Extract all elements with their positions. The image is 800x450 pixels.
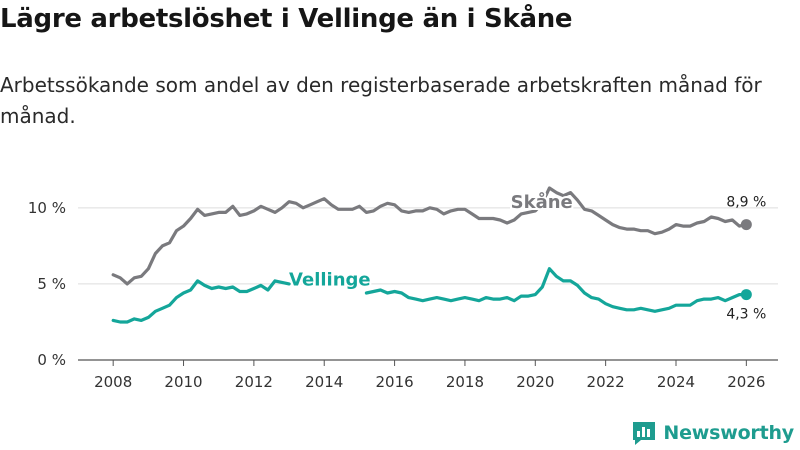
x-tick-label: 2010 [164, 373, 202, 391]
series-label-vellinge: Vellinge [289, 269, 371, 290]
x-tick-label: 2012 [235, 373, 273, 391]
series-line-skne [111, 186, 748, 286]
brand-name: Newsworthy [663, 422, 794, 444]
x-tick-label: 2026 [727, 373, 765, 391]
x-tick-label: 2024 [657, 373, 695, 391]
series-line-vellinge [111, 267, 748, 324]
x-tick-label: 2014 [305, 373, 343, 391]
y-tick-label: 5 % [37, 275, 66, 293]
newsworthy-logo-icon [633, 422, 656, 445]
series-end-point [740, 289, 752, 301]
x-tick-label: 2016 [375, 373, 413, 391]
brand-logo[interactable]: Newsworthy [631, 418, 794, 448]
end-value-label: 8,9 % [726, 195, 766, 211]
end-value-label: 4,3 % [726, 307, 766, 323]
series-end-point [740, 219, 752, 231]
gridlines [78, 207, 778, 361]
y-tick-label: 0 % [37, 351, 66, 369]
y-tick-label: 10 % [28, 199, 66, 217]
series-labels: 8,9 % 4,3 % Skåne Vellinge [287, 189, 766, 323]
page-title: Lägre arbetslöshet i Vellinge än i Skåne [0, 4, 573, 34]
x-tick-label: 2018 [446, 373, 484, 391]
series-lines [111, 186, 752, 324]
x-axis: 2008 2010 2012 2014 2016 2018 2020 2022 2024 2026 [94, 360, 765, 391]
series-label-skane: Skåne [511, 191, 573, 213]
y-axis-labels: 0 % 5 % 10 % [28, 199, 66, 369]
x-tick-label: 2008 [94, 373, 132, 391]
x-tick-label: 2022 [587, 373, 625, 391]
x-tick-label: 2020 [516, 373, 554, 391]
page-subtitle: Arbetssökande som andel av den registerb… [0, 73, 762, 128]
